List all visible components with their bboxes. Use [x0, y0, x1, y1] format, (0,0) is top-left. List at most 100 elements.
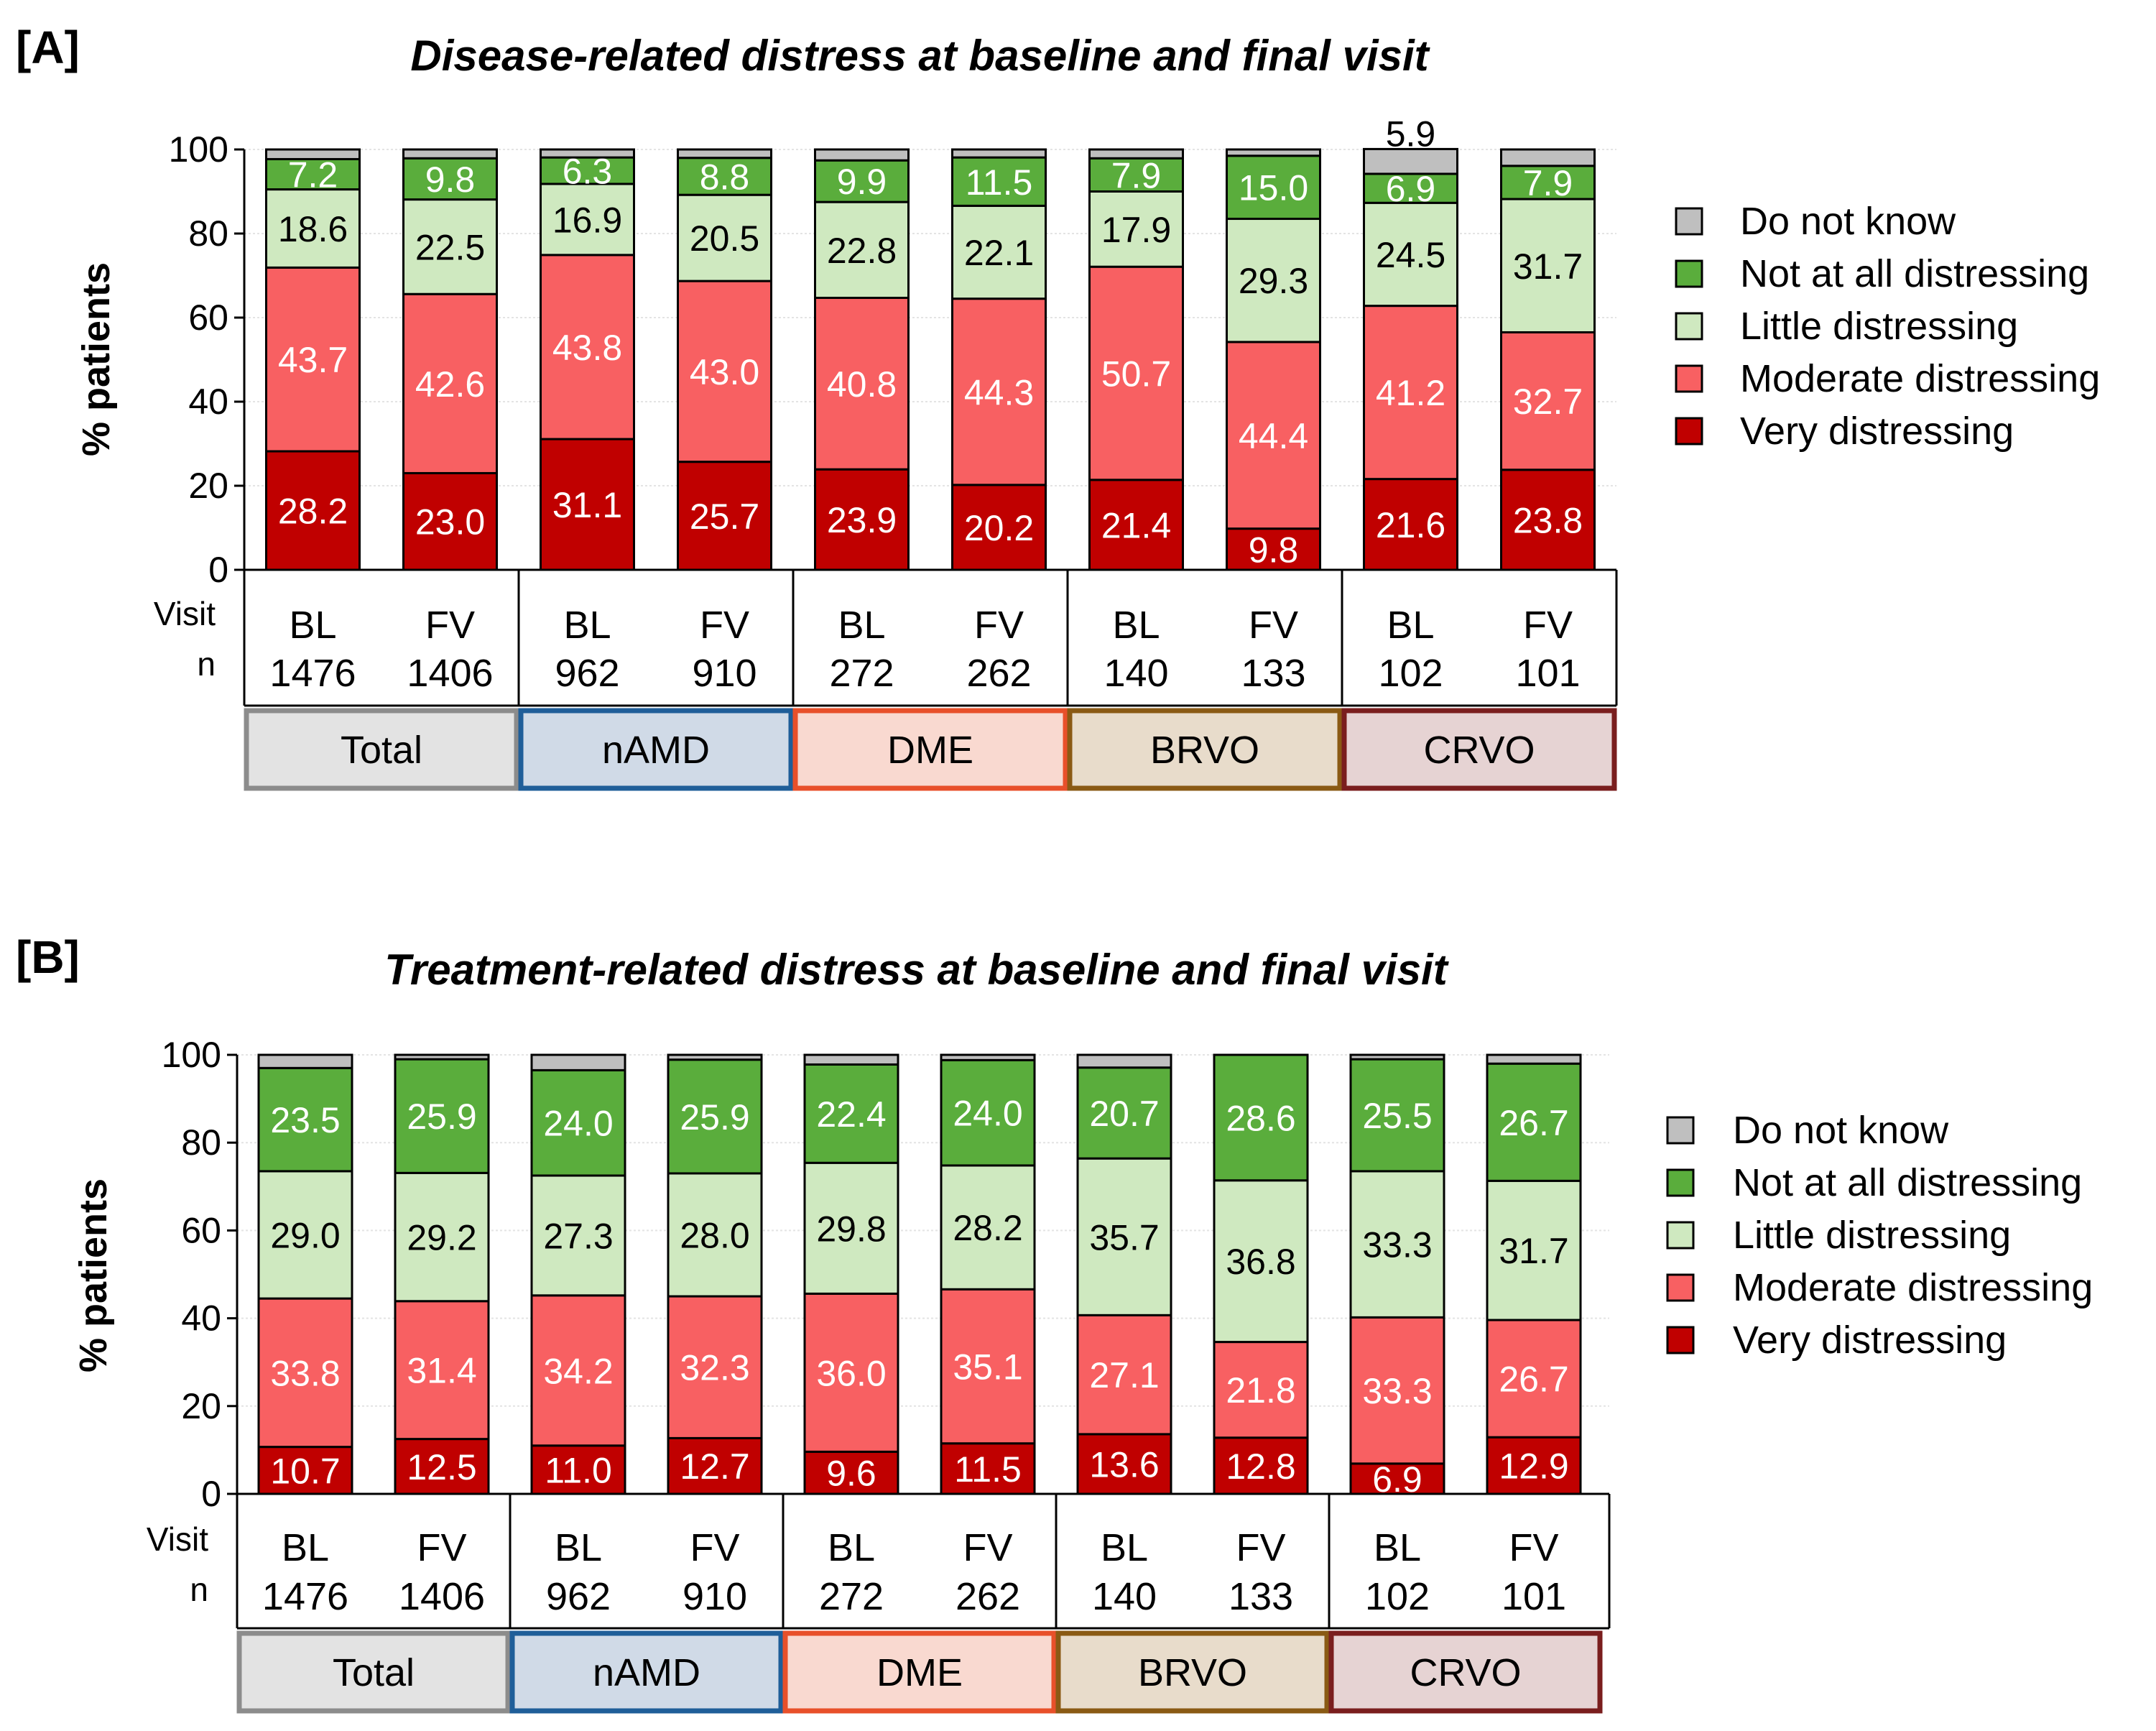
bar-segment-little-distressing-4: [803, 1161, 899, 1295]
visit-label: BL: [555, 1526, 602, 1569]
data-label: 22.8: [827, 231, 897, 271]
data-label: 7.9: [1111, 155, 1162, 195]
bar-segment-not-at-all-distressing-7: [1213, 1053, 1309, 1182]
data-label: 26.7: [1499, 1360, 1568, 1400]
bar-segment-do-not-know-3: [677, 148, 772, 160]
bar-segment-moderate-distressing-4: [814, 297, 910, 471]
data-label: 20.2: [964, 508, 1034, 548]
legend-label: Little distressing: [1740, 305, 2018, 348]
group-box-namd: [509, 1630, 784, 1714]
n-label: 272: [819, 1575, 884, 1618]
bar-segment-not-at-all-distressing-8: [1363, 172, 1458, 204]
bar-segment-moderate-distressing-8: [1363, 305, 1458, 481]
bar-segment-do-not-know-8: [1363, 147, 1458, 175]
visit-label: FV: [1249, 604, 1298, 647]
bar-segment-very-distressing-0: [257, 1446, 353, 1495]
y-tick-label: 100: [162, 1035, 221, 1075]
legend-swatch-do-not-know: [1666, 1116, 1695, 1145]
data-label: 24.5: [1376, 235, 1445, 275]
legend-swatch-little-distressing: [1666, 1221, 1695, 1250]
legend: Do not know Not at all distressing Little …: [1666, 1109, 2093, 1362]
group-box-brvo: [1067, 708, 1343, 791]
bar-segment-moderate-distressing-2: [540, 254, 635, 440]
data-label: 43.0: [690, 352, 759, 392]
panel-label: [B]: [16, 931, 80, 983]
n-label: 262: [966, 652, 1031, 695]
bar-segment-moderate-distressing-5: [951, 297, 1047, 486]
data-label: 5.9: [1386, 114, 1436, 154]
n-label: 1406: [399, 1575, 485, 1618]
group-label-crvo: CRVO: [1410, 1651, 1521, 1694]
data-label: 41.2: [1376, 373, 1445, 413]
chart-panel-1: [B] Treatment-related distress at baselin…: [16, 931, 2093, 1714]
data-label: 22.4: [816, 1094, 886, 1135]
legend-label: Little distressing: [1733, 1214, 2011, 1257]
data-label: 31.1: [552, 485, 622, 525]
data-label: 13.6: [1089, 1444, 1159, 1485]
data-label: 23.5: [270, 1100, 340, 1140]
bar-segment-not-at-all-distressing-6: [1076, 1066, 1172, 1160]
bar-segment-do-not-know-6: [1076, 1053, 1172, 1069]
bar-segment-very-distressing-5: [951, 484, 1047, 571]
visit-label: BL: [282, 1526, 329, 1569]
y-tick-label: 80: [181, 1122, 221, 1163]
data-label: 11.5: [954, 1449, 1022, 1490]
bar-segment-moderate-distressing-9: [1486, 1319, 1582, 1439]
bar-segment-do-not-know-1: [394, 1053, 490, 1061]
data-label: 35.7: [1089, 1217, 1159, 1257]
n-label: 910: [692, 652, 757, 695]
data-label: 24.0: [953, 1094, 1022, 1134]
group-box-crvo: [1328, 1630, 1603, 1714]
visit-label: BL: [1387, 604, 1434, 647]
bar-segment-very-distressing-9: [1500, 468, 1596, 571]
data-label: 31.7: [1513, 246, 1583, 287]
visit-label: BL: [1374, 1526, 1421, 1569]
data-label: 42.6: [415, 364, 485, 405]
data-label: 28.2: [278, 491, 348, 532]
y-tick-label: 60: [181, 1210, 221, 1250]
bar-segment-do-not-know-2: [530, 1053, 626, 1071]
legend-swatch-not-at-all-distressing: [1675, 259, 1703, 288]
data-label: 21.8: [1226, 1370, 1295, 1411]
group-label-total: Total: [341, 729, 422, 772]
bar-segment-moderate-distressing-3: [667, 1295, 763, 1439]
visit-label: FV: [1523, 604, 1573, 647]
y-axis: 0 20 40 60 80 100: [162, 1035, 239, 1514]
visit-label: FV: [690, 1526, 739, 1569]
bar-segment-not-at-all-distressing-4: [803, 1063, 899, 1164]
visit-label: BL: [1112, 604, 1160, 647]
data-label: 31.7: [1499, 1231, 1568, 1271]
data-label: 9.6: [826, 1454, 876, 1494]
data-label: 36.8: [1226, 1242, 1295, 1282]
row-header-visit: Visit: [147, 1520, 208, 1558]
data-label: 33.8: [270, 1353, 340, 1393]
bar-segment-very-distressing-0: [265, 450, 361, 571]
data-label: 9.8: [425, 160, 476, 200]
group-label-total: Total: [333, 1651, 415, 1694]
bar-segment-moderate-distressing-7: [1213, 1341, 1309, 1439]
data-label: 9.9: [837, 162, 887, 202]
data-label: 23.8: [1513, 500, 1583, 540]
chart-panel-0: [A] Disease-related distress at baseline …: [16, 22, 2100, 791]
bar-segment-little-distressing-7: [1226, 218, 1321, 343]
bar-segment-moderate-distressing-3: [677, 280, 772, 463]
bar-segment-very-distressing-4: [814, 468, 910, 571]
n-label: 102: [1365, 1575, 1430, 1618]
bar-segment-moderate-distressing-5: [940, 1288, 1036, 1445]
n-label: 102: [1378, 652, 1443, 695]
y-tick-label: 100: [169, 129, 228, 170]
bar-segment-little-distressing-3: [667, 1172, 763, 1298]
legend-label: Moderate distressing: [1740, 357, 2100, 400]
visit-label: FV: [425, 604, 475, 647]
bar-segment-not-at-all-distressing-9: [1500, 165, 1596, 200]
bar-segment-do-not-know-1: [402, 148, 498, 160]
group-label-namd: nAMD: [602, 729, 710, 772]
data-label: 20.5: [690, 218, 759, 259]
legend-label: Moderate distressing: [1733, 1266, 2093, 1309]
n-label: 133: [1229, 1575, 1293, 1618]
bar-segment-little-distressing-1: [394, 1171, 490, 1303]
bar-segment-do-not-know-4: [803, 1053, 899, 1066]
data-label: 29.2: [407, 1218, 476, 1258]
bar-segment-not-at-all-distressing-9: [1486, 1062, 1582, 1182]
